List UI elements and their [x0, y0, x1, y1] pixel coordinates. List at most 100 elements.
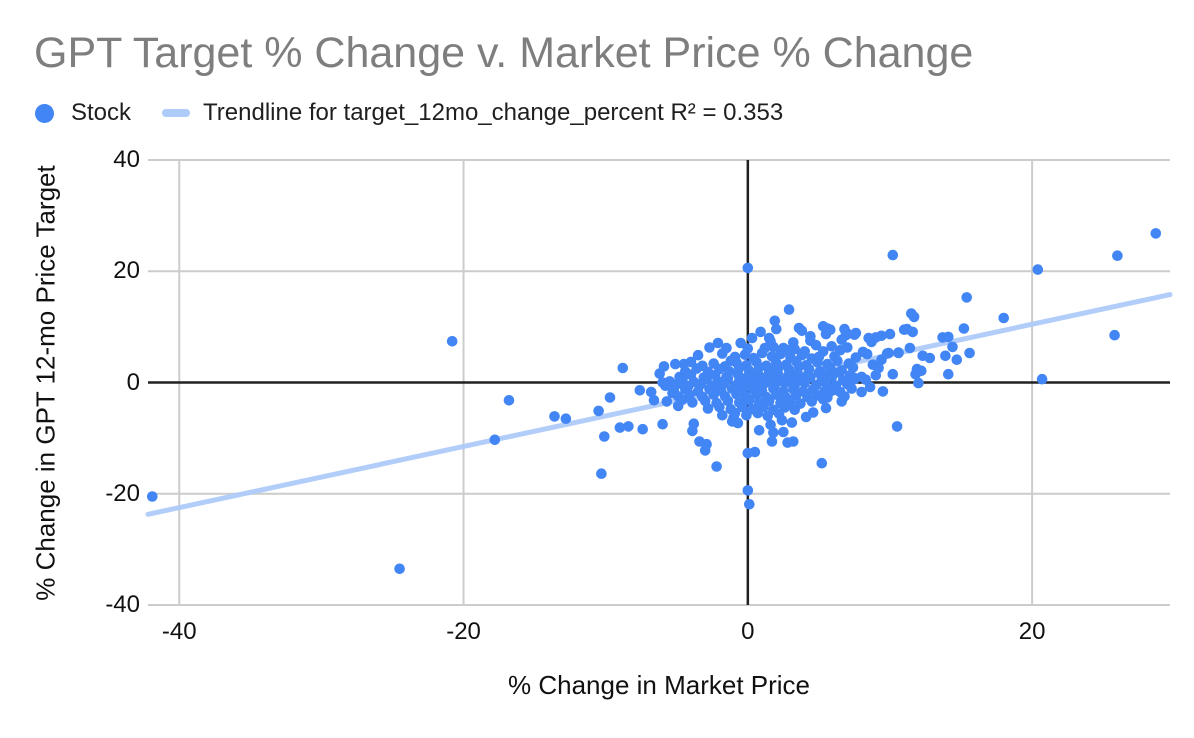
scatter-point — [951, 354, 963, 366]
scatter-point — [717, 348, 728, 359]
scatter-point — [812, 357, 823, 368]
scatter-point — [503, 395, 515, 406]
scatter-point — [822, 392, 833, 403]
scatter-point — [549, 411, 560, 422]
scatter-point — [446, 336, 458, 347]
scatter-point — [660, 380, 671, 392]
y-tick-label: -40 — [105, 591, 140, 618]
scatter-point — [771, 323, 782, 335]
scatter-point — [943, 368, 954, 380]
scatter-point — [645, 386, 657, 398]
scatter-point — [908, 311, 920, 323]
stock-point-swatch-icon — [35, 103, 54, 123]
scatter-point — [711, 461, 722, 472]
scatter-point — [1112, 250, 1123, 261]
scatter-point — [731, 388, 742, 400]
scatter-point — [789, 404, 800, 416]
scatter-point — [599, 431, 610, 442]
scatter-point — [648, 395, 660, 406]
scatter-point — [717, 410, 728, 421]
x-tick-label: -40 — [161, 618, 197, 645]
scatter-point — [741, 410, 752, 421]
scatter-point — [849, 372, 860, 384]
scatter-point — [943, 331, 954, 343]
legend-item-stock: Stock — [35, 99, 131, 127]
scatter-point — [394, 563, 405, 575]
scatter-point — [826, 341, 837, 352]
scatter-point — [692, 349, 704, 361]
scatter-point — [864, 381, 876, 393]
scatter-point — [924, 352, 936, 364]
x-tick-label: -20 — [446, 618, 481, 645]
scatter-point — [670, 358, 681, 370]
scatter-point — [887, 249, 899, 261]
scatter-point — [742, 343, 754, 354]
scatter-point — [749, 446, 761, 458]
scatter-point — [891, 421, 903, 432]
scatter-point — [839, 323, 850, 335]
scatter-point — [850, 327, 862, 339]
scatter-point — [771, 389, 782, 401]
scatter-point — [961, 292, 972, 303]
x-tick-label: 20 — [1018, 618, 1046, 645]
scatter-point — [744, 395, 755, 406]
scatter-point — [778, 426, 789, 438]
scatter-point — [788, 337, 799, 348]
scatter-point — [769, 315, 781, 327]
scatter-point — [751, 389, 762, 401]
scatter-point — [617, 362, 629, 374]
scatter-point — [614, 422, 626, 433]
scatter-point — [842, 378, 853, 390]
scatter-point — [782, 344, 793, 356]
legend-item-trendline: Trendline for target_12mo_change_percent… — [162, 99, 783, 127]
scatter-point — [712, 337, 724, 349]
scatter-point — [704, 342, 715, 353]
scatter-point — [1109, 329, 1120, 341]
scatter-point — [907, 326, 918, 338]
scatter-point — [783, 304, 795, 315]
scatter-point — [1036, 373, 1048, 385]
scatter-point — [850, 352, 862, 363]
y-tick-label: 40 — [113, 146, 140, 173]
scatter-point — [742, 262, 754, 274]
scatter-point — [714, 401, 725, 413]
scatter-point — [752, 407, 764, 419]
scatter-point — [702, 403, 714, 414]
scatter-point — [661, 396, 673, 407]
scatter-point — [893, 347, 904, 358]
scatter-point — [820, 402, 832, 414]
scatter-point — [776, 415, 788, 426]
scatter-point — [856, 386, 867, 398]
scatter-point — [728, 412, 739, 423]
scatter-point — [805, 331, 816, 342]
scatter-point — [708, 389, 719, 401]
scatter-point — [825, 324, 836, 336]
scatter-point — [904, 342, 916, 354]
scatter-point — [753, 425, 765, 436]
scatter-point — [560, 413, 572, 425]
scatter-point — [768, 427, 779, 438]
scatter-point — [964, 347, 975, 359]
scatter-point — [836, 396, 847, 407]
scatter-point — [746, 332, 758, 344]
scatter-point — [947, 341, 958, 353]
scatter-point — [742, 485, 754, 496]
scatter-point — [799, 377, 810, 389]
scatter-point — [877, 386, 889, 397]
scatter-point — [796, 325, 808, 337]
scatter-point — [910, 368, 921, 380]
scatter-point — [722, 395, 734, 407]
scatter-point — [762, 410, 773, 422]
scatter-point — [884, 328, 896, 340]
trendline-swatch-icon — [162, 109, 191, 117]
scatter-point — [657, 418, 668, 430]
scatter-point — [829, 384, 840, 396]
scatter-point — [1032, 264, 1044, 275]
scatter-point — [876, 354, 887, 366]
scatter-point — [800, 411, 812, 423]
scatter-point — [672, 400, 684, 412]
y-tick-label: -20 — [105, 479, 140, 507]
scatter-point — [806, 396, 818, 407]
y-tick-label: 20 — [113, 257, 140, 285]
scatter-point — [958, 323, 970, 334]
